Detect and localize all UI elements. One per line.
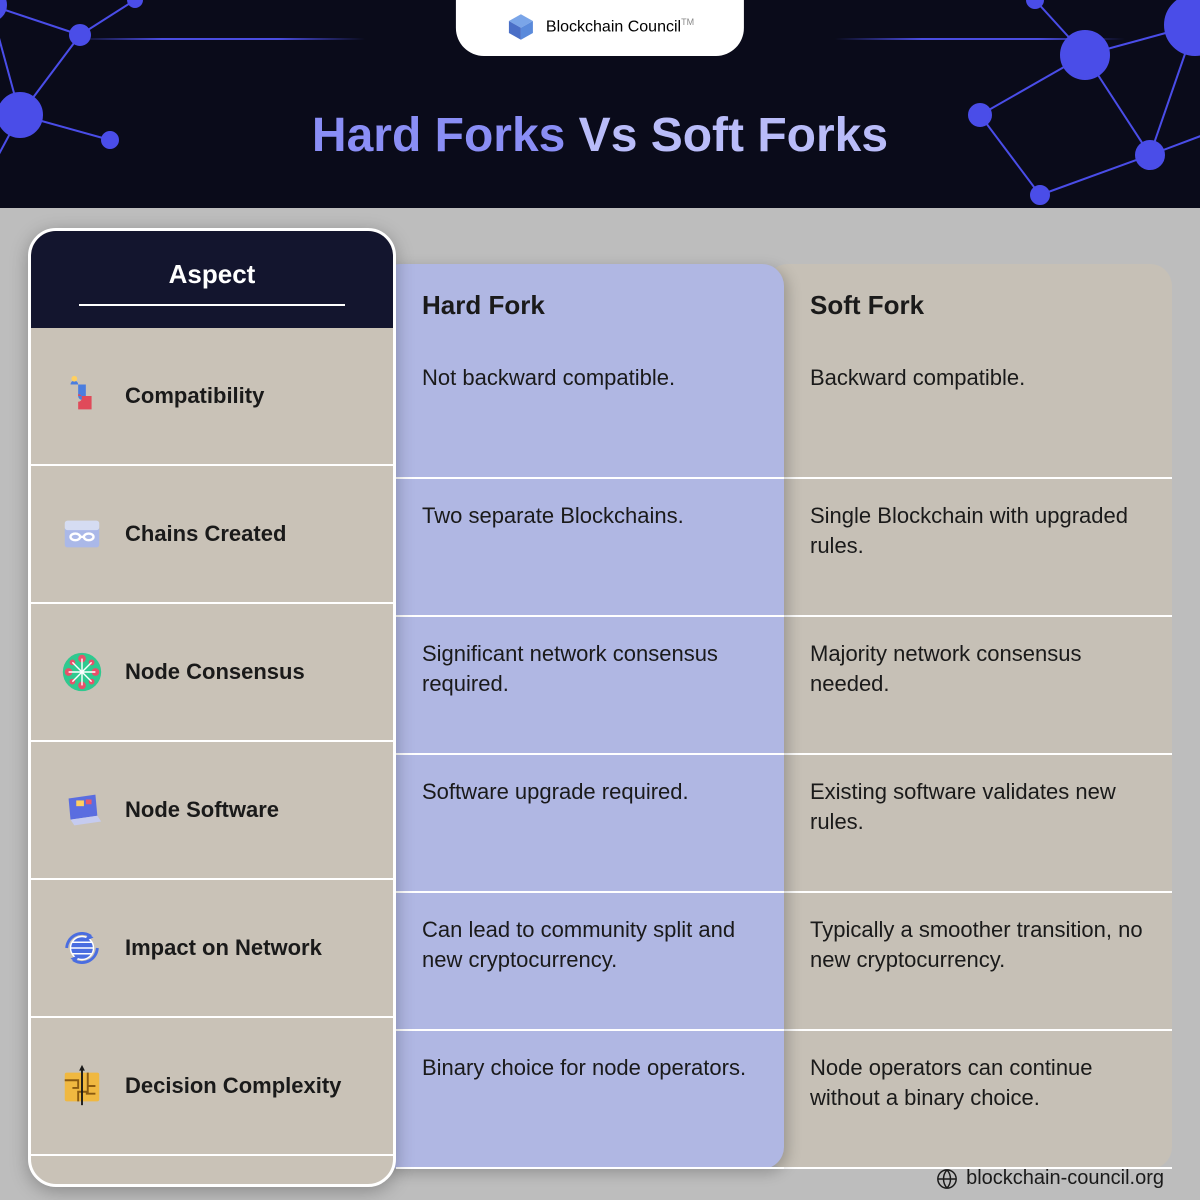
chain-icon [57,509,107,559]
footer-url: blockchain-council.org [966,1167,1164,1190]
aspect-column: Aspect Compatibility Chains Created No [28,228,396,1187]
network-decoration-right [930,0,1200,208]
soft-fork-header: Soft Fork [784,264,1172,341]
comparison-table: Aspect Compatibility Chains Created No [0,208,1200,1187]
aspect-header: Aspect [31,231,393,328]
page-title: Hard Forks Vs Soft Forks [312,108,888,163]
aspect-row: Chains Created [31,466,393,604]
header: Blockchain CouncilTM Hard Forks Vs Soft … [0,0,1200,208]
hard-fork-cell: Significant network consensus required. [396,617,784,755]
soft-fork-cell: Single Blockchain with upgraded rules. [784,479,1172,617]
network-decoration-left [0,0,180,205]
aspect-row: Compatibility [31,328,393,466]
aspect-row: Decision Complexity [31,1018,393,1156]
soft-fork-cell: Majority network consensus needed. [784,617,1172,755]
hard-fork-cell: Software upgrade required. [396,755,784,893]
globe-icon [936,1168,958,1190]
hard-fork-cell: Binary choice for node operators. [396,1031,784,1169]
maze-icon [57,1061,107,1111]
hard-fork-column: Hard Fork Not backward compatible. Two s… [378,264,784,1169]
soft-fork-cell: Node operators can continue without a bi… [784,1031,1172,1169]
puzzle-icon [57,371,107,421]
hard-fork-cell: Not backward compatible. [396,341,784,479]
logo-tab: Blockchain CouncilTM [456,0,744,56]
aspect-row: Node Consensus [31,604,393,742]
logo-cube-icon [506,12,536,42]
globe-sync-icon [57,923,107,973]
tm-mark: TM [681,17,694,27]
hard-fork-header: Hard Fork [396,264,784,341]
consensus-icon [57,647,107,697]
footer: blockchain-council.org [936,1167,1164,1190]
hard-fork-cell: Two separate Blockchains. [396,479,784,617]
soft-fork-cell: Existing software validates new rules. [784,755,1172,893]
brand-name: Blockchain CouncilTM [546,17,694,36]
soft-fork-column: Soft Fork Backward compatible. Single Bl… [766,264,1172,1169]
laptop-icon [57,785,107,835]
soft-fork-cell: Backward compatible. [784,341,1172,479]
soft-fork-cell: Typically a smoother transition, no new … [784,893,1172,1031]
hard-fork-cell: Can lead to community split and new cryp… [396,893,784,1031]
aspect-row: Impact on Network [31,880,393,1018]
aspect-row: Node Software [31,742,393,880]
